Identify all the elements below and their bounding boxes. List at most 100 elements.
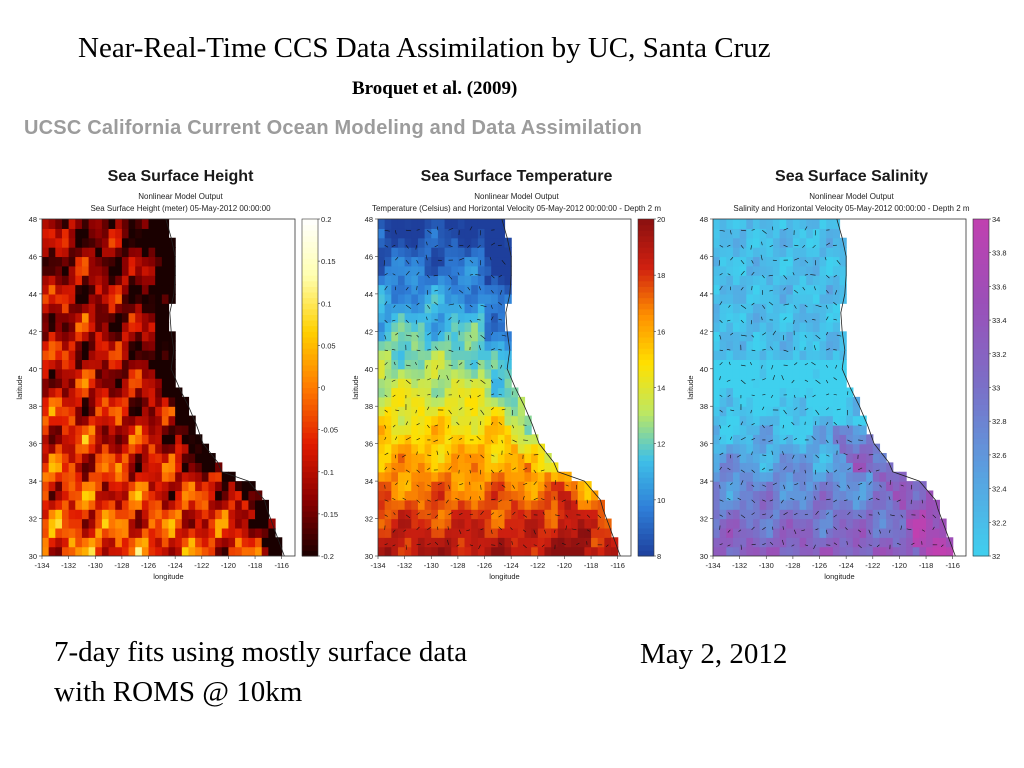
x-tick-label: -120 <box>892 561 907 570</box>
note-line-2: with ROMS @ 10km <box>54 676 303 708</box>
plot-frame <box>712 218 967 557</box>
colorbar-tick-label: 8 <box>657 552 661 561</box>
coastline <box>501 219 621 556</box>
slide-title: Near-Real-Time CCS Data Assimilation by … <box>78 32 771 64</box>
map-field <box>42 219 295 556</box>
plot-frame <box>41 218 296 557</box>
colorbar-tick-label: 12 <box>657 440 665 449</box>
x-tick-label: -122 <box>530 561 545 570</box>
x-tick-label: -130 <box>759 561 774 570</box>
x-tick-label: -132 <box>397 561 412 570</box>
y-axis-label: latitude <box>15 375 24 399</box>
colorbar-tick-label: 0.05 <box>321 341 336 350</box>
x-tick-label: -132 <box>732 561 747 570</box>
coastline <box>165 219 285 556</box>
colorbar-tick-label: 32.2 <box>992 518 1007 527</box>
y-tick-label: 36 <box>29 440 37 449</box>
colorbar-tick-label: -0.2 <box>321 552 334 561</box>
colorbar-tick-label: 33.6 <box>992 282 1007 291</box>
x-tick-label: -134 <box>370 561 385 570</box>
panel-subtitle-2: Temperature (Celsius) and Horizontal Vel… <box>372 204 661 213</box>
colorbar-tick-label: 14 <box>657 384 665 393</box>
y-tick-label: 46 <box>700 252 708 261</box>
x-tick-label: -126 <box>477 561 492 570</box>
colorbar-tick-label: 0.1 <box>321 299 331 308</box>
y-tick-label: 32 <box>29 515 37 524</box>
x-tick-label: -130 <box>424 561 439 570</box>
colorbar: 8 10 12 14 16 18 20 <box>637 215 665 561</box>
panel-title: Sea Surface Height <box>108 168 255 185</box>
x-tick-label: -134 <box>705 561 720 570</box>
colorbar-tick-label: 0.2 <box>321 215 331 224</box>
colorbar-tick-label: 33.2 <box>992 350 1007 359</box>
x-tick-label: -124 <box>839 561 854 570</box>
y-tick-label: 48 <box>700 215 708 224</box>
y-tick-label: 34 <box>365 477 373 486</box>
x-tick-label: -122 <box>865 561 880 570</box>
panel-title: Sea Surface Temperature <box>421 168 613 185</box>
colorbar-tick-label: -0.15 <box>321 510 338 519</box>
x-tick-label: -118 <box>584 561 598 570</box>
x-tick-label: -122 <box>194 561 209 570</box>
y-tick-label: 40 <box>29 365 37 374</box>
velocity-vectors <box>718 226 944 550</box>
colorbar-tick-label: 0 <box>321 384 325 393</box>
date-label: May 2, 2012 <box>640 638 788 670</box>
x-tick-label: -124 <box>504 561 519 570</box>
y-tick-label: 46 <box>365 252 373 261</box>
panel-1: Sea Surface Height Nonlinear Model Output… <box>15 168 338 581</box>
y-tick-label: 42 <box>365 327 373 336</box>
panel-3: Sea Surface Salinity Nonlinear Model Outp… <box>686 168 1007 581</box>
colorbar-tick-label: 33.4 <box>992 316 1007 325</box>
colorbar-tick-label: -0.05 <box>321 426 338 435</box>
x-tick-label: -116 <box>610 561 624 570</box>
x-tick-label: -118 <box>919 561 933 570</box>
y-tick-label: 48 <box>365 215 373 224</box>
x-tick-label: -130 <box>88 561 103 570</box>
y-tick-label: 30 <box>29 552 37 561</box>
slide-subtitle: Broquet et al. (2009) <box>352 78 518 99</box>
y-tick-label: 38 <box>365 402 373 411</box>
coastline <box>836 219 956 556</box>
panel-subtitle-2: Salinity and Horizontal Velocity 05-May-… <box>733 204 969 213</box>
panel-2: Sea Surface Temperature Nonlinear Model O… <box>351 168 665 581</box>
x-tick-label: -134 <box>34 561 49 570</box>
panel-subtitle-1: Nonlinear Model Output <box>138 192 223 201</box>
colorbar-tick-label: 10 <box>657 496 665 505</box>
panel-subtitle-2: Sea Surface Height (meter) 05-May-2012 0… <box>90 204 271 213</box>
y-tick-label: 36 <box>365 440 373 449</box>
y-tick-label: 34 <box>29 477 37 486</box>
y-tick-label: 38 <box>29 402 37 411</box>
x-tick-label: -126 <box>141 561 156 570</box>
panel-subtitle-1: Nonlinear Model Output <box>474 192 559 201</box>
y-tick-label: 32 <box>700 515 708 524</box>
x-tick-label: -120 <box>221 561 236 570</box>
colorbar-tick-label: 32.6 <box>992 451 1007 460</box>
map-field <box>713 219 966 556</box>
y-tick-label: 32 <box>365 515 373 524</box>
colorbar-tick-label: 33.8 <box>992 249 1007 258</box>
panel-title: Sea Surface Salinity <box>775 168 928 185</box>
x-tick-label: -128 <box>114 561 129 570</box>
y-tick-label: 44 <box>365 290 373 299</box>
colorbar-tick-label: 16 <box>657 327 665 336</box>
colorbar-tick-label: -0.1 <box>321 468 334 477</box>
note-text: 7-day fits using mostly surface data wit… <box>54 632 467 712</box>
y-tick-label: 44 <box>700 290 708 299</box>
panel-subtitle-1: Nonlinear Model Output <box>809 192 894 201</box>
map-field <box>378 219 631 556</box>
figure-banner: UCSC California Current Ocean Modeling a… <box>24 117 643 139</box>
y-tick-label: 30 <box>700 552 708 561</box>
colorbar-tick-label: 20 <box>657 215 665 224</box>
x-axis-label: longitude <box>153 572 183 581</box>
colorbar-tick-label: 33 <box>992 384 1000 393</box>
y-axis-label: latitude <box>351 375 360 399</box>
x-tick-label: -124 <box>168 561 183 570</box>
y-tick-label: 34 <box>700 477 708 486</box>
colorbar-tick-label: 32 <box>992 552 1000 561</box>
colorbar-tick-label: 0.15 <box>321 257 336 266</box>
velocity-vectors <box>383 226 609 550</box>
colorbar-tick-label: 34 <box>992 215 1000 224</box>
x-axis-label: longitude <box>824 572 854 581</box>
figure-panels: Sea Surface Height Nonlinear Model Output… <box>15 168 1007 581</box>
